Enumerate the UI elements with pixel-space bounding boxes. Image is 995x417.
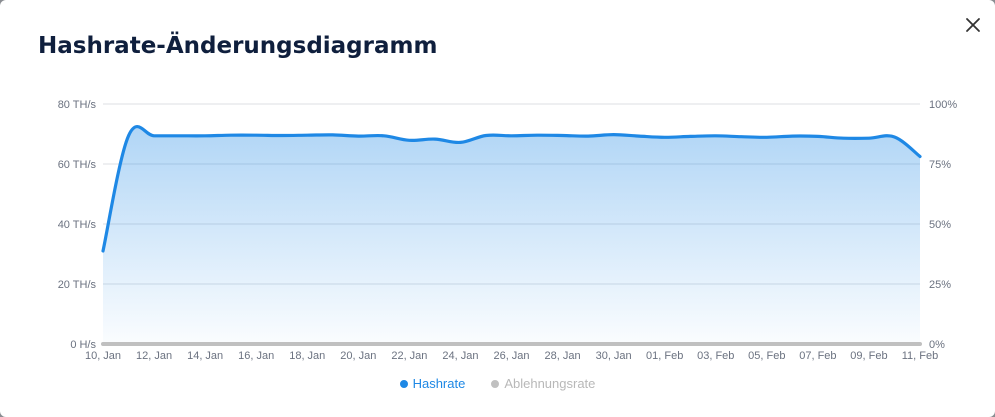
x-tick-label: 28, Jan [545, 350, 581, 362]
x-tick-label: 07, Feb [799, 350, 836, 362]
legend-item-hashrate[interactable]: Hashrate [399, 376, 466, 391]
y-left-tick-label: 40 TH/s [58, 219, 97, 231]
x-tick-label: 12, Jan [136, 350, 172, 362]
modal-title: Hashrate-Änderungsdiagramm [38, 33, 438, 59]
y-right-tick-label: 0% [929, 339, 945, 351]
legend-label-hashrate: Hashrate [412, 376, 466, 391]
x-tick-label: 24, Jan [442, 350, 478, 362]
close-icon [966, 18, 980, 32]
x-tick-label: 10, Jan [85, 350, 121, 362]
x-tick-label: 26, Jan [493, 350, 529, 362]
series-line-hashrate [101, 125, 922, 253]
x-tick-label: 09, Feb [850, 350, 887, 362]
y-left-tick-label: 20 TH/s [58, 279, 97, 291]
x-tick-label: 16, Jan [238, 350, 274, 362]
y-left-tick-label: 0 H/s [70, 339, 96, 351]
y-right-tick-label: 100% [929, 99, 957, 111]
y-left-tick-label: 80 TH/s [58, 99, 97, 111]
y-right-tick-label: 25% [929, 279, 951, 291]
x-tick-label: 03, Feb [697, 350, 734, 362]
close-button[interactable] [960, 12, 984, 36]
x-tick-label: 20, Jan [340, 350, 376, 362]
legend-item-rejection[interactable]: Ablehnungsrate [491, 376, 595, 391]
legend-dot-rejection [491, 379, 500, 388]
chart-legend: Hashrate Ablehnungsrate [0, 376, 995, 391]
x-tick-label: 22, Jan [391, 350, 427, 362]
x-tick-label: 18, Jan [289, 350, 325, 362]
y-right-tick-label: 75% [929, 159, 951, 171]
x-tick-label: 11, Feb [902, 350, 939, 362]
series-area-hashrate [103, 126, 920, 344]
x-tick-label: 30, Jan [596, 350, 632, 362]
x-tick-label: 05, Feb [748, 350, 785, 362]
y-right-tick-label: 50% [929, 219, 951, 231]
legend-label-rejection: Ablehnungsrate [504, 376, 596, 391]
y-left-tick-label: 60 TH/s [58, 159, 97, 171]
legend-dot-hashrate [399, 379, 408, 388]
x-tick-label: 01, Feb [646, 350, 683, 362]
x-tick-label: 14, Jan [187, 350, 223, 362]
